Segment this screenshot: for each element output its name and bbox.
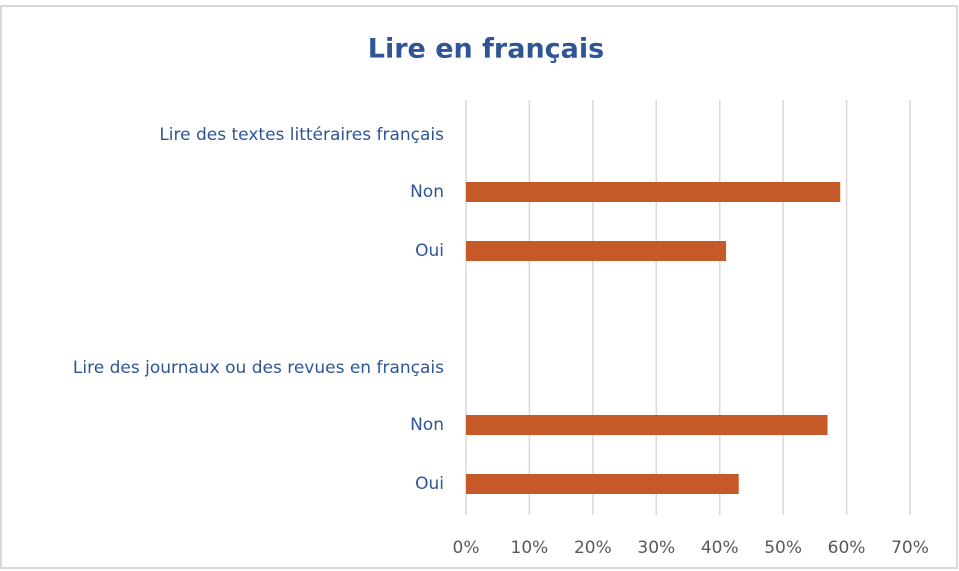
x-tick-label: 60%	[828, 538, 866, 558]
bar	[466, 182, 841, 202]
bar	[466, 474, 739, 494]
x-tick-label: 40%	[701, 538, 739, 558]
y-tick-label: Oui	[415, 474, 444, 494]
x-tick-label: 30%	[637, 538, 675, 558]
group-label: Lire des textes littéraires français	[159, 125, 444, 145]
x-tick-label: 0%	[453, 538, 480, 558]
x-tick-label: 20%	[574, 538, 612, 558]
bar	[466, 241, 727, 261]
y-tick-label: Oui	[415, 241, 444, 261]
bar	[466, 415, 828, 435]
group-label: Lire des journaux ou des revues en franç…	[73, 358, 444, 378]
x-tick-label: 70%	[891, 538, 929, 558]
y-tick-label: Non	[410, 182, 444, 202]
y-tick-label: Non	[410, 415, 444, 435]
x-tick-label: 10%	[511, 538, 549, 558]
x-tick-label: 50%	[764, 538, 802, 558]
chart-title: Lire en français	[368, 34, 604, 65]
